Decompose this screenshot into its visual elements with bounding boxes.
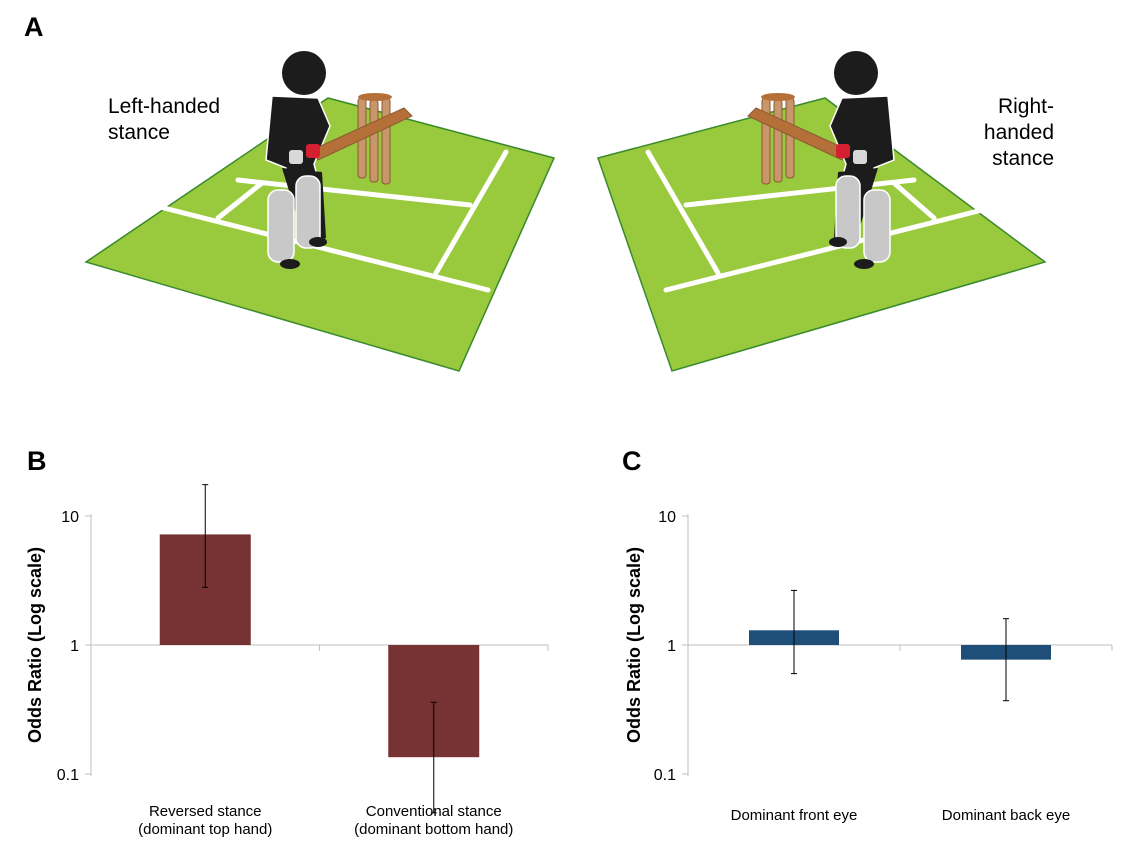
cricket-illustration (84, 51, 1047, 372)
y-tick-label: 0.1 (57, 767, 79, 784)
x-category-label: Reversed stance (149, 803, 262, 820)
right-pitch (597, 97, 1047, 372)
y-axis-label: Odds Ratio (Log scale) (25, 547, 45, 743)
x-category-label: Conventional stance (366, 803, 502, 820)
y-tick-label: 1 (70, 638, 79, 655)
y-tick-label: 10 (61, 509, 79, 526)
x-category-label: Dominant back eye (942, 807, 1070, 824)
right-stance-label: Right-handed stance (930, 94, 1054, 172)
right-crease-lines (645, 149, 997, 293)
y-tick-label: 10 (658, 509, 676, 526)
panel-letter-b: B (27, 446, 47, 476)
panel-letter-c: C (622, 446, 642, 476)
right-stance-label-line-2: stance (992, 147, 1054, 170)
right-batter (747, 51, 895, 269)
right-stance-label-line-1: Right-handed (983, 95, 1054, 144)
y-tick-label: 0.1 (654, 767, 676, 784)
left-batter (265, 51, 413, 269)
x-category-label: (dominant top hand) (138, 821, 272, 838)
y-axis-label: Odds Ratio (Log scale) (624, 547, 644, 743)
left-crease-lines (157, 149, 509, 293)
panel-letter-a: A (24, 12, 44, 42)
x-category-label: (dominant bottom hand) (354, 821, 513, 838)
left-stance-label-line-2: stance (108, 121, 170, 144)
right-field (597, 97, 1047, 372)
left-stance-label: Left-handed stance (108, 94, 220, 146)
x-category-label: Dominant front eye (731, 807, 858, 824)
y-tick-label: 1 (667, 638, 676, 655)
left-stance-label-line-1: Left-handed (108, 95, 221, 118)
